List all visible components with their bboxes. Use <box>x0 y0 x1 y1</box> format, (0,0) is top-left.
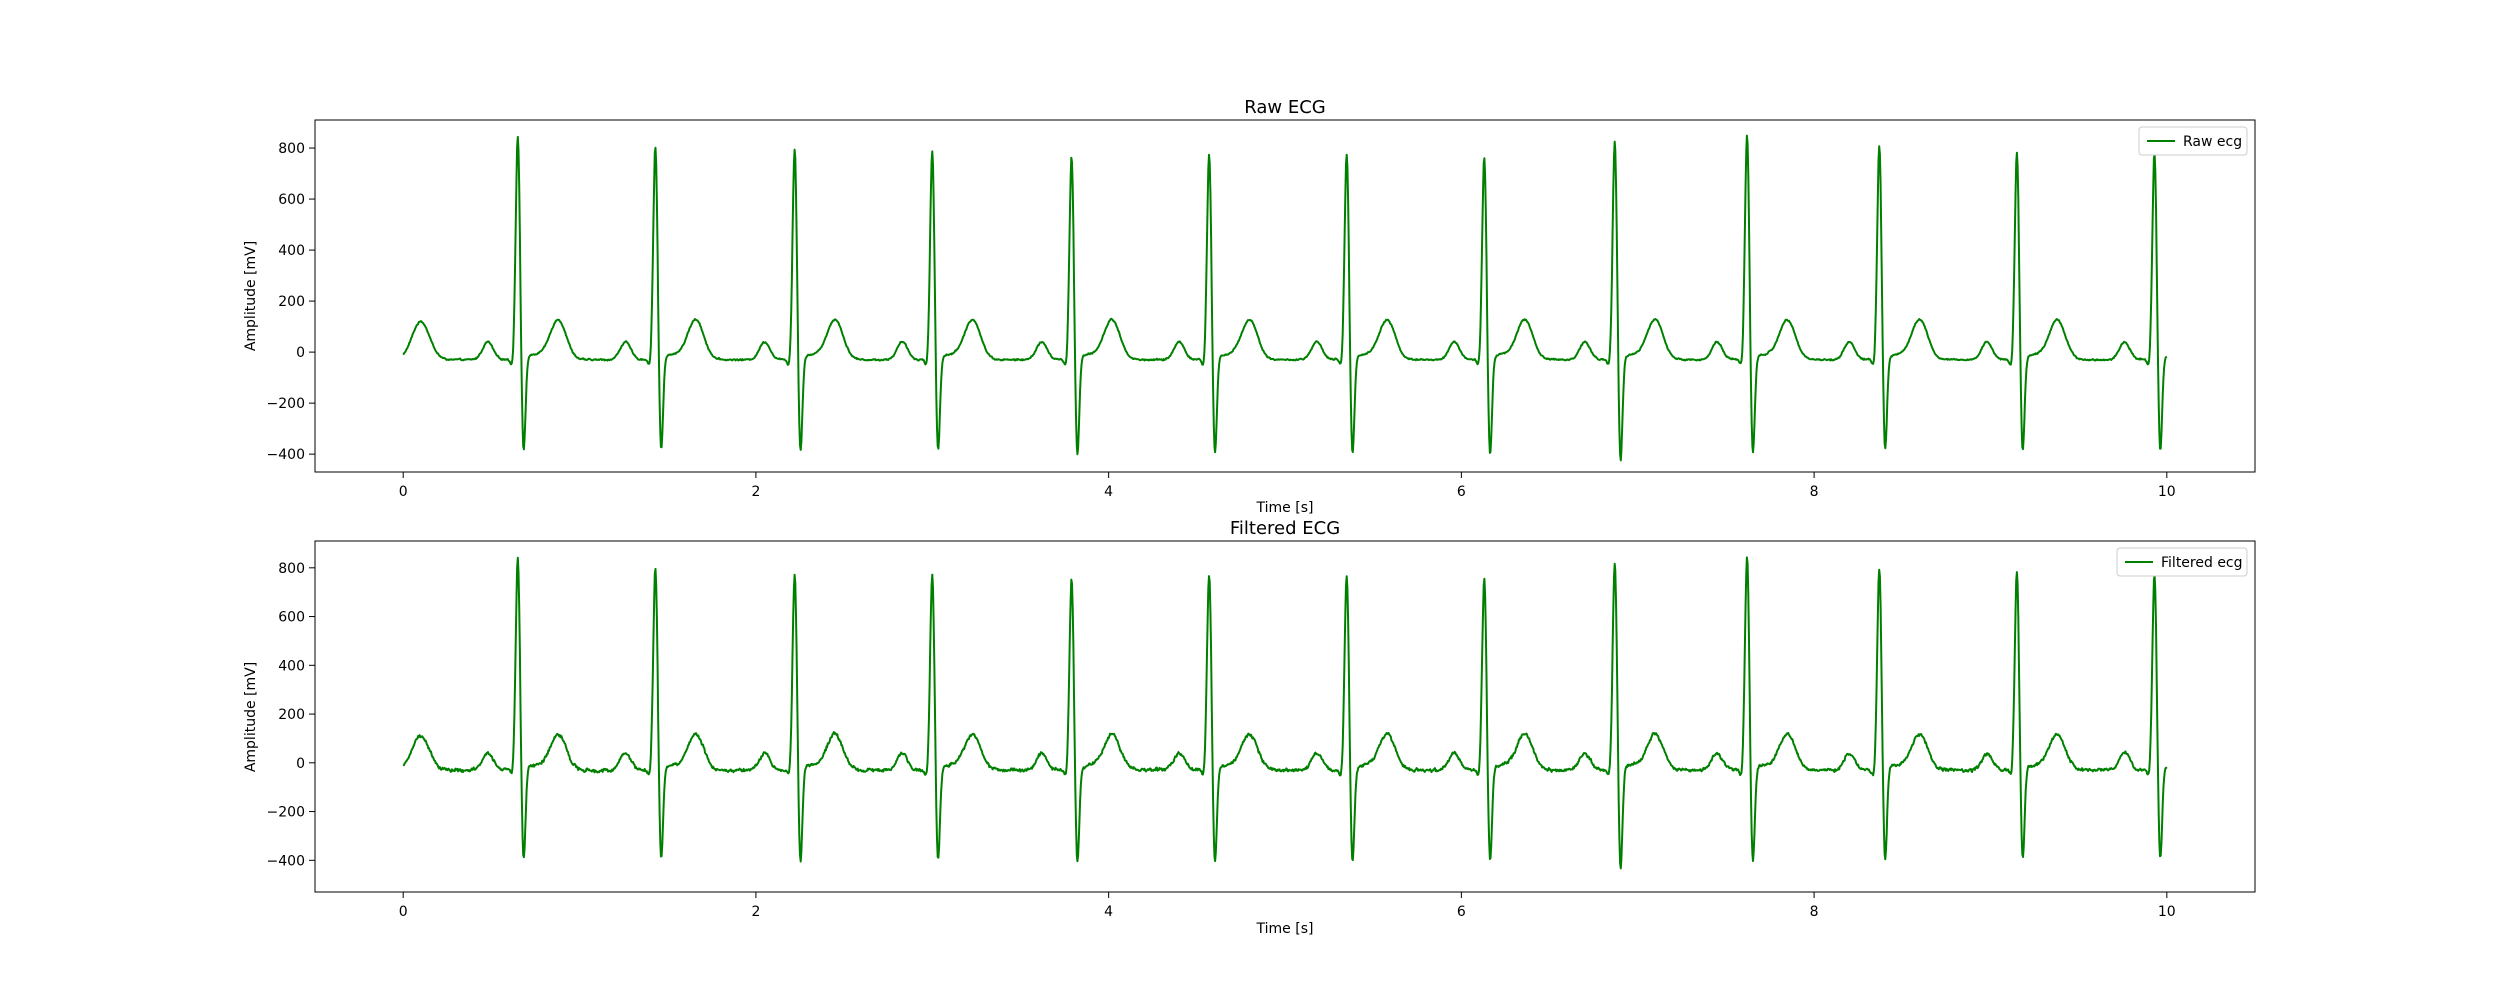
raw-ecg-series <box>402 134 2168 462</box>
x-tick-label: 4 <box>1104 904 1113 920</box>
x-tick-label: 6 <box>1457 904 1466 920</box>
x-tick-label: 6 <box>1457 484 1466 500</box>
y-tick-label: 600 <box>278 610 305 626</box>
ecg-series-line <box>402 556 2168 870</box>
y-tick-label: 400 <box>278 243 305 259</box>
y-tick-label: 400 <box>278 658 305 674</box>
raw-ecg-subplot: Raw ECG Time [s] Amplitude [mV] 0 2 4 6 8 10 −… <box>243 97 2256 516</box>
y-tick-label: −200 <box>267 805 305 821</box>
x-tick-label: 0 <box>399 484 408 500</box>
filtered-ecg-subplot: Filtered ECG Time [s] Amplitude [mV] 0 2 4… <box>243 518 2256 937</box>
x-tick-label: 0 <box>399 904 408 920</box>
y-tick-label: −400 <box>267 447 305 463</box>
y-tick-label: 0 <box>296 756 305 772</box>
y-tick-label: 200 <box>278 294 305 310</box>
y-tick-label: 800 <box>278 561 305 577</box>
x-tick-label: 10 <box>2158 904 2176 920</box>
filtered-ecg-axes-frame <box>314 540 2256 893</box>
x-tick-label: 10 <box>2158 484 2176 500</box>
raw-ecg-title: Raw ECG <box>1244 97 1325 118</box>
filtered-ecg-title: Filtered ECG <box>1230 518 1340 539</box>
filtered-ecg-legend: Filtered ecg <box>2116 547 2248 577</box>
x-tick-label: 8 <box>1810 904 1819 920</box>
x-tick-label: 4 <box>1104 484 1113 500</box>
y-tick-label: 600 <box>278 192 305 208</box>
raw-ecg-axes-frame <box>314 119 2256 473</box>
raw-ecg-legend-label: Raw ecg <box>2183 134 2242 150</box>
x-tick-label: 2 <box>751 484 760 500</box>
filtered-ecg-legend-label: Filtered ecg <box>2161 555 2243 571</box>
raw-ecg-ylabel: Amplitude [mV] <box>243 241 259 351</box>
filtered-ecg-xlabel: Time [s] <box>1256 921 1314 937</box>
filtered-ecg-ylabel: Amplitude [mV] <box>243 662 259 772</box>
y-tick-label: −200 <box>267 396 305 412</box>
y-tick-label: 800 <box>278 141 305 157</box>
y-tick-label: −400 <box>267 853 305 869</box>
raw-ecg-ticks: 0 2 4 6 8 10 −400 −200 0 200 400 600 800 <box>267 141 2176 500</box>
raw-ecg-xlabel: Time [s] <box>1256 500 1314 516</box>
x-tick-label: 2 <box>751 904 760 920</box>
y-tick-label: 0 <box>296 345 305 361</box>
filtered-ecg-ticks: 0 2 4 6 8 10 −400 −200 0 200 400 600 800 <box>267 561 2176 920</box>
filtered-ecg-legend-box <box>2116 547 2248 577</box>
y-tick-label: 200 <box>278 707 305 723</box>
raw-ecg-legend-box <box>2138 126 2248 156</box>
raw-ecg-legend: Raw ecg <box>2138 126 2248 156</box>
x-tick-label: 8 <box>1810 484 1819 500</box>
filtered-ecg-series <box>402 556 2168 870</box>
ecg-series-line <box>402 134 2168 462</box>
